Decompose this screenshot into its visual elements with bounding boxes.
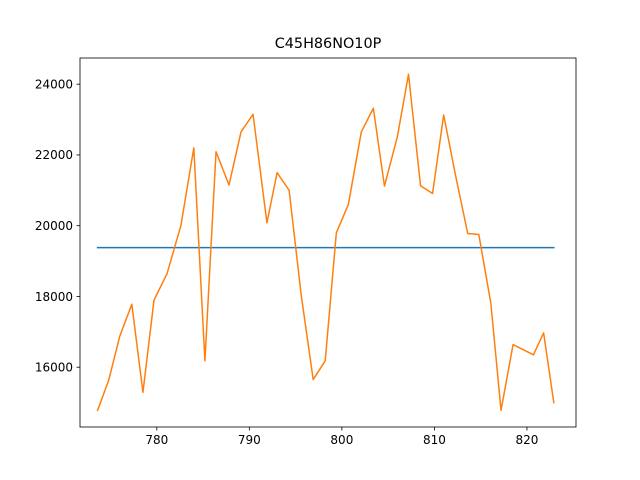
chart-title: C45H86NO10P <box>275 36 382 52</box>
series-line-2 <box>96 73 555 412</box>
axes-layer: 780 790 800 810 820 16000 18000 20000 22000 24000 <box>35 57 577 447</box>
x-tick-label: 810 <box>423 433 446 447</box>
plot-frame <box>79 57 577 428</box>
y-tick-label: 18000 <box>35 290 73 304</box>
y-tick-label: 24000 <box>35 77 73 91</box>
y-tick-label: 16000 <box>35 361 73 375</box>
x-tick-label: 780 <box>145 433 168 447</box>
x-tick-label: 820 <box>516 433 539 447</box>
y-tick-label: 20000 <box>35 219 73 233</box>
series-layer <box>96 73 555 412</box>
y-tick-label: 22000 <box>35 148 73 162</box>
x-tick-label: 800 <box>330 433 353 447</box>
x-tick-label: 790 <box>238 433 261 447</box>
